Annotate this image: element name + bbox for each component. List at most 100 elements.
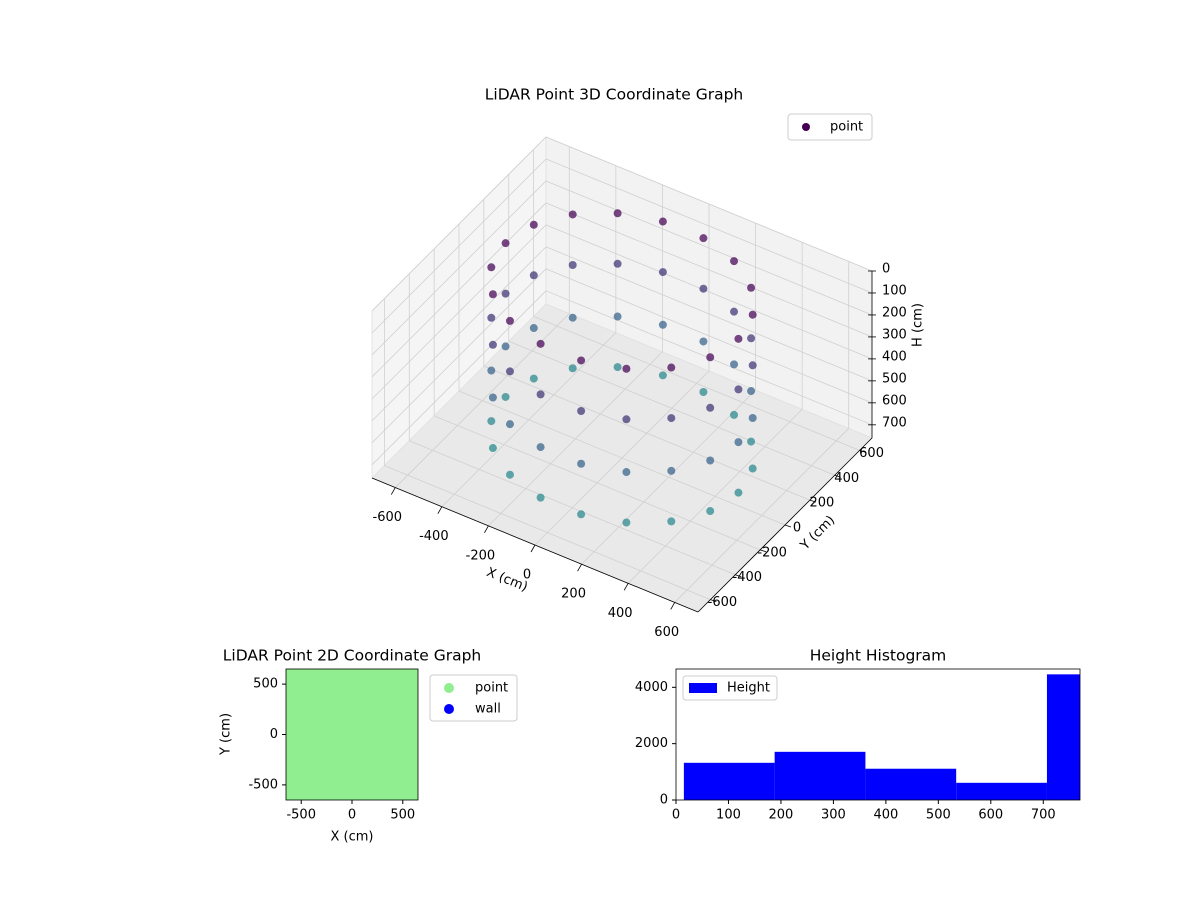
legend-marker xyxy=(802,123,810,131)
point xyxy=(699,387,708,396)
point xyxy=(399,669,418,688)
x-tick-label: 0 xyxy=(672,808,680,823)
point xyxy=(487,263,496,272)
point xyxy=(658,268,667,277)
point xyxy=(734,488,743,497)
x-tick-label: 100 xyxy=(716,808,741,823)
point xyxy=(748,361,757,370)
chart-title: LiDAR Point 3D Coordinate Graph xyxy=(485,86,743,104)
point xyxy=(501,342,510,351)
grid-line xyxy=(371,290,547,466)
point xyxy=(706,507,715,516)
x-axis-label: X (cm) xyxy=(331,830,374,845)
point xyxy=(747,387,756,396)
point xyxy=(748,310,757,319)
point xyxy=(667,363,676,372)
point xyxy=(536,339,545,348)
tick-mark xyxy=(530,544,536,553)
point xyxy=(747,437,756,446)
point xyxy=(487,313,496,322)
z-tick-label: 700 xyxy=(882,415,907,430)
bars xyxy=(683,674,1080,800)
point xyxy=(577,459,586,468)
y-tick-label: 0 xyxy=(793,521,801,536)
z-axis-label: H (cm) xyxy=(911,303,926,347)
point xyxy=(730,410,739,419)
point xyxy=(622,518,631,527)
point xyxy=(505,367,514,376)
point xyxy=(487,417,496,426)
legend-marker xyxy=(444,683,454,693)
grid-line xyxy=(371,136,547,312)
bar xyxy=(683,762,775,800)
point xyxy=(730,360,739,369)
x-tick-label: -500 xyxy=(286,808,316,823)
point xyxy=(536,390,545,399)
chart-2d: -500 0 500 -500 0 500 LiDAR Point 2D Coordinat… xyxy=(219,647,518,845)
legend-marker xyxy=(444,704,454,714)
point xyxy=(747,334,756,343)
y-tick-label: 600 xyxy=(859,446,884,461)
point xyxy=(730,307,739,316)
chart-histogram: 0 100 200 300 400 500 600 700 0 2000 4000 Height Hi… xyxy=(635,647,1081,823)
point xyxy=(622,468,631,477)
grid-line xyxy=(371,246,547,422)
x-axis-line xyxy=(371,477,699,613)
x-tick-label: -400 xyxy=(419,529,449,544)
grid-line xyxy=(545,158,873,294)
point xyxy=(622,415,631,424)
point xyxy=(529,271,538,280)
point xyxy=(699,234,708,243)
point xyxy=(706,456,715,465)
x-tick-label: 600 xyxy=(978,808,1003,823)
y-tick-label: -500 xyxy=(248,777,278,792)
tick-mark xyxy=(437,506,443,514)
point xyxy=(667,466,676,475)
point xyxy=(488,340,497,349)
chart-3d: -600-400-2000200400600-600-400-200020040… xyxy=(371,86,926,640)
grid-line xyxy=(409,440,736,576)
z-tick-label: 100 xyxy=(882,283,907,298)
point xyxy=(658,371,667,380)
point xyxy=(505,470,514,479)
point xyxy=(529,374,538,383)
y-tick-label: 500 xyxy=(253,677,278,692)
point xyxy=(667,414,676,423)
tick-mark xyxy=(710,599,717,602)
bar xyxy=(865,768,957,800)
x-tick-label: 200 xyxy=(769,808,794,823)
tick-mark xyxy=(390,487,396,495)
tick-mark xyxy=(834,474,841,478)
point xyxy=(577,356,586,365)
point xyxy=(667,517,676,526)
z-tick-label: 0 xyxy=(882,262,890,277)
point xyxy=(613,363,622,372)
grid-line xyxy=(371,180,547,356)
point xyxy=(658,217,667,226)
point xyxy=(505,420,514,429)
y-tick-label: 200 xyxy=(809,496,834,511)
grid-line xyxy=(384,465,711,600)
point xyxy=(487,366,496,375)
point xyxy=(488,393,497,402)
x-tick-label: -600 xyxy=(373,510,403,525)
grid-line xyxy=(371,224,547,400)
point xyxy=(505,316,514,325)
y-axis-label: Y (cm) xyxy=(219,713,234,756)
y-axis-label: Y (cm) xyxy=(797,513,838,554)
y-tick-label: 0 xyxy=(270,727,278,742)
grid-line xyxy=(371,268,547,444)
x-tick-label: 200 xyxy=(561,587,586,602)
plot-frame xyxy=(675,668,1081,801)
x-tick-label: 600 xyxy=(654,625,679,640)
grid-line xyxy=(545,246,873,382)
point xyxy=(734,334,743,343)
point xyxy=(658,320,667,329)
points xyxy=(286,669,418,800)
point xyxy=(613,312,622,321)
point xyxy=(568,313,577,322)
tick-mark xyxy=(809,499,816,503)
y-tick-label: 400 xyxy=(834,471,859,486)
grid-line xyxy=(433,415,761,551)
point xyxy=(577,407,586,416)
